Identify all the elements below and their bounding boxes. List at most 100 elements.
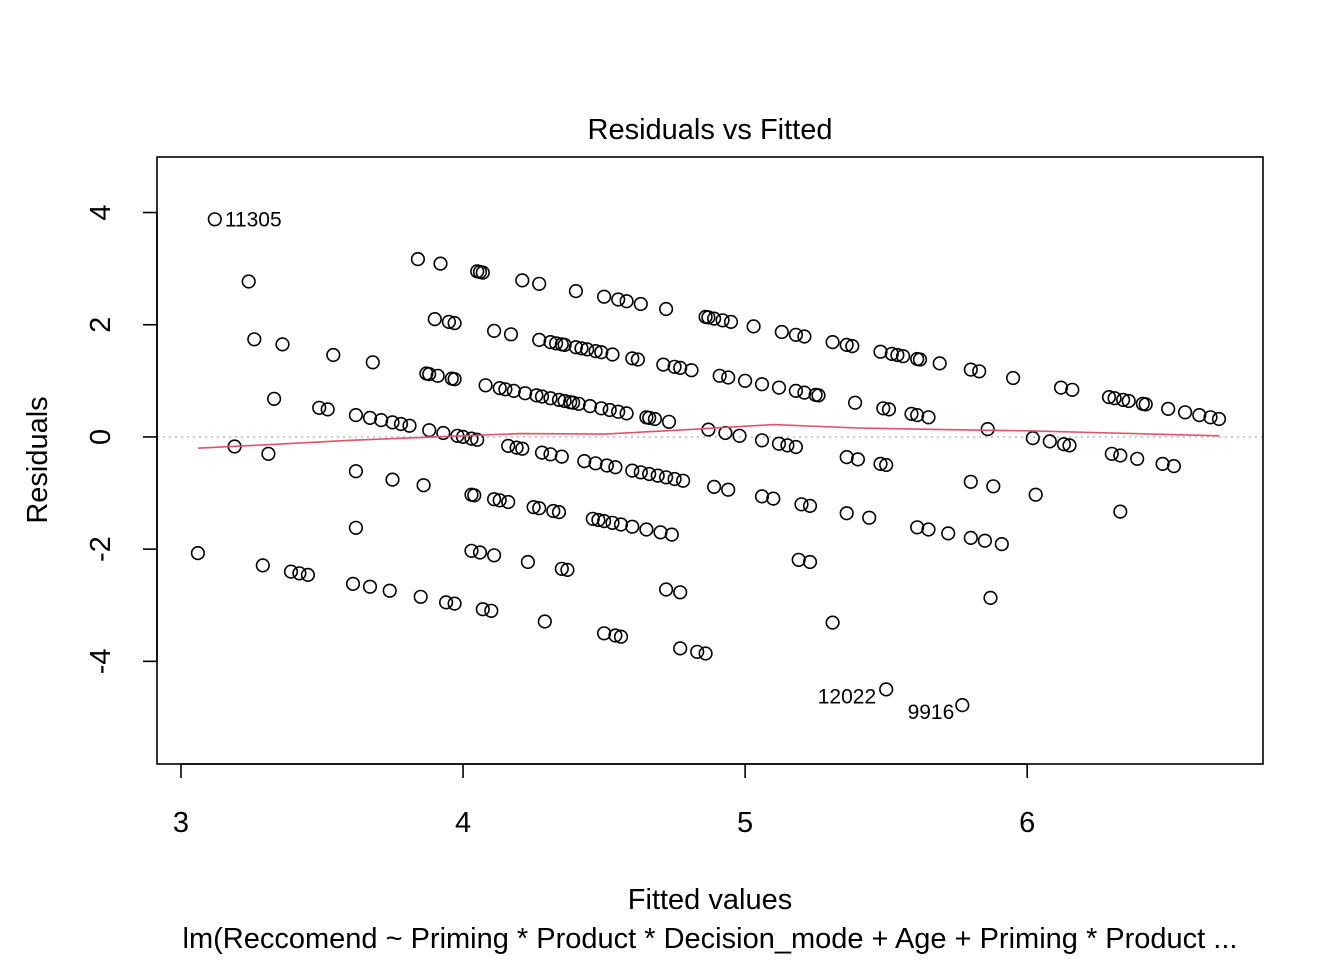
residual-point [780, 438, 795, 453]
residual-point [596, 289, 612, 304]
residual-point [963, 530, 978, 546]
residual-point [515, 273, 530, 288]
residual-point [1130, 451, 1145, 466]
residual-point [811, 388, 826, 403]
residual-point [447, 596, 462, 611]
residual-point [611, 404, 626, 419]
residual-point [1107, 391, 1122, 406]
residual-point [642, 466, 657, 482]
residual-point [698, 646, 713, 661]
residual-point [802, 554, 818, 570]
residual-point [568, 284, 584, 299]
residual-point [873, 344, 888, 359]
residual-point [1042, 434, 1057, 449]
residual-point [994, 536, 1009, 552]
residual-point [1177, 405, 1193, 420]
residual-point [1005, 370, 1021, 386]
y-axis: -4 -2 0 2 4 [85, 204, 158, 674]
residual-point [247, 332, 262, 347]
residual-point [675, 473, 691, 488]
residual-point [517, 386, 533, 401]
residual-point [611, 292, 626, 307]
residual-point [794, 497, 809, 512]
residual-point [797, 329, 812, 344]
residual-point [667, 471, 682, 487]
residual-point [348, 408, 364, 423]
residual-point [788, 439, 804, 455]
residual-point [534, 389, 550, 404]
residual-point [706, 311, 722, 326]
residual-point [667, 359, 682, 374]
residual-point [1155, 456, 1170, 472]
residual-point [470, 432, 485, 447]
residual-point [890, 347, 905, 363]
residual-point [862, 510, 877, 525]
residual-point [503, 327, 519, 342]
residual-point [577, 454, 592, 469]
model-formula-subtitle: lm(Reccomend ~ Priming * Product * Decis… [183, 923, 1238, 955]
residual-point [1121, 393, 1136, 409]
residual-point [430, 368, 445, 383]
x-tick-label: 4 [455, 807, 471, 839]
residual-point [839, 506, 854, 521]
residual-point [487, 323, 502, 339]
residual-point [551, 504, 567, 520]
residual-point [478, 378, 493, 393]
residual-point [475, 265, 490, 280]
residual-point [788, 383, 804, 399]
residual-point [487, 492, 502, 507]
residual-point [754, 489, 770, 504]
residual-point [241, 274, 256, 289]
residual-point [484, 603, 499, 618]
residual-point [393, 416, 409, 432]
residual-point [467, 488, 482, 503]
residual-point [605, 347, 620, 362]
residual-point [625, 351, 640, 366]
residual-point [1138, 397, 1153, 412]
residual-point [362, 579, 378, 594]
residual-point [737, 373, 753, 388]
residual-point [732, 428, 747, 443]
outlier-label: 9916 [908, 701, 955, 724]
residual-point [613, 517, 629, 532]
residual-point [402, 418, 417, 433]
residual-point [1166, 459, 1181, 474]
residual-point [509, 440, 524, 455]
x-tick-label: 5 [737, 807, 753, 839]
residual-point [766, 491, 781, 506]
residual-point [427, 312, 442, 327]
residual-point [571, 396, 586, 411]
residual-point [447, 316, 462, 331]
residual-point [1065, 382, 1080, 397]
residual-point [543, 391, 558, 406]
residual-point [802, 498, 818, 514]
residual-point [532, 332, 547, 348]
residual-point [1101, 390, 1117, 405]
residual-point [1113, 448, 1128, 463]
residual-point [326, 347, 341, 363]
residual-point [261, 446, 276, 461]
residual-point [526, 500, 541, 515]
residual-point [684, 363, 699, 378]
residual-point [876, 401, 891, 416]
residual-point [1161, 401, 1176, 417]
residual-point [190, 545, 205, 561]
residual-point [613, 629, 629, 644]
residual-point [706, 479, 722, 495]
residual-point [963, 362, 978, 377]
residual-point [574, 341, 589, 356]
x-axis: 3 4 5 6 [173, 763, 1035, 839]
residual-point [955, 697, 970, 713]
residual-point [207, 212, 222, 227]
residual-point [422, 367, 437, 382]
residual-point [873, 456, 888, 472]
residual-point [464, 543, 479, 558]
residual-point [498, 382, 513, 397]
y-axis-label: Residuals [22, 396, 54, 523]
residual-point [625, 519, 640, 534]
residual-point [596, 513, 612, 529]
residual-point [543, 335, 558, 350]
residual-point [754, 433, 770, 448]
outlier-label: 11305 [225, 208, 282, 231]
x-axis-label: Fitted values [628, 884, 792, 916]
